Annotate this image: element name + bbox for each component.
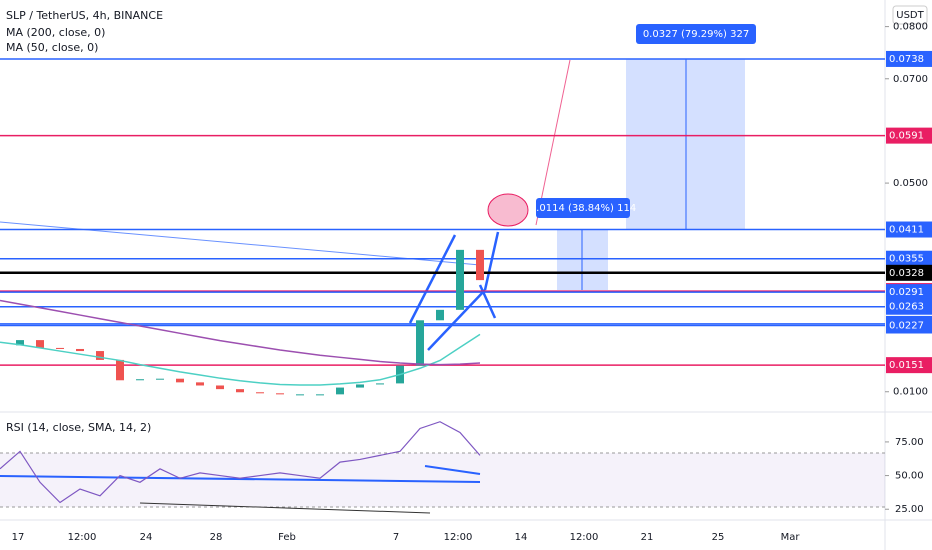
highlight (487, 193, 529, 227)
candle (436, 309, 444, 321)
level-tag (886, 50, 932, 67)
candle (296, 394, 304, 396)
level-tag (886, 250, 932, 267)
level-label: 0.0591 (889, 131, 924, 142)
candle (76, 348, 84, 352)
level-label: 0.0263 (889, 302, 924, 313)
candle (96, 351, 104, 360)
candle (16, 340, 24, 346)
candle (256, 392, 264, 394)
trend-line (424, 465, 481, 475)
candle (116, 359, 124, 381)
annotation-box (536, 198, 630, 218)
candle (196, 382, 204, 386)
pattern (408, 231, 500, 351)
level-tag (886, 284, 932, 301)
candle (36, 340, 44, 348)
candle (376, 383, 384, 385)
candle (176, 378, 184, 383)
candle (216, 385, 224, 390)
trend-line (139, 502, 431, 514)
y-tick-label: 0.0100 (893, 387, 928, 398)
x-tick-label: 28 (210, 532, 223, 543)
level-tag (886, 317, 932, 334)
candle (416, 320, 424, 366)
projection-arrow (535, 59, 571, 226)
moving-average (0, 333, 481, 386)
x-tick-label: 12:00 (444, 532, 473, 543)
level-label: 0.0738 (889, 54, 924, 65)
indicator-label: MA (200, close, 0) (6, 26, 105, 39)
x-tick-label: 25 (712, 532, 725, 543)
x-tick-label: Feb (278, 532, 296, 543)
rsi-band (0, 453, 885, 507)
rsi-tick-label: 25.00 (895, 504, 924, 515)
currency-box[interactable] (892, 5, 928, 25)
level-label: 0.0227 (889, 320, 924, 331)
level-label: 0.0328 (889, 268, 924, 279)
x-tick-label: 17 (12, 532, 25, 543)
candle (456, 249, 464, 310)
candle (356, 384, 364, 388)
annotation-box (636, 24, 756, 44)
x-tick-label: Mar (781, 532, 801, 543)
annotation: 0.0327 (79.29%) 327 (643, 29, 749, 40)
x-tick-label: 12:00 (570, 532, 599, 543)
chart-title: SLP / TetherUS, 4h, BINANCE (6, 9, 163, 22)
level-label: 0.0355 (889, 254, 924, 265)
rsi-line (0, 421, 481, 504)
y-tick-label: 0.0700 (893, 74, 928, 85)
x-tick-label: 21 (641, 532, 654, 543)
x-tick-label: 14 (515, 532, 528, 543)
rsi-tick-label: 75.00 (895, 437, 924, 448)
level-tag (886, 298, 932, 315)
level-label: 0.0151 (889, 360, 924, 371)
candle (336, 387, 344, 395)
level-tag (886, 357, 932, 374)
trend-line (0, 475, 481, 483)
level-tag (886, 127, 932, 144)
rsi-tick-label: 50.00 (895, 471, 924, 482)
y-tick-label: 0.0500 (893, 178, 928, 189)
moving-average (0, 299, 481, 366)
currency: USDT (896, 10, 924, 21)
x-tick-label: 7 (393, 532, 399, 543)
annotation: 0.0114 (38.84%) 114 (530, 203, 636, 214)
candle (276, 393, 284, 395)
indicator-label: MA (50, close, 0) (6, 41, 98, 54)
level-label: 0.0411 (889, 225, 924, 236)
candle (136, 379, 144, 381)
x-tick-label: 12:00 (68, 532, 97, 543)
x-tick-label: 24 (140, 532, 153, 543)
rsi-label: RSI (14, close, SMA, 14, 2) (6, 421, 151, 434)
candle (236, 389, 244, 393)
candle (316, 394, 324, 396)
level-tag (886, 221, 932, 238)
candle (476, 249, 484, 281)
candle (156, 378, 164, 380)
y-tick-label: 0.0800 (893, 22, 928, 33)
level-label: 0.0291 (889, 287, 924, 298)
candle (56, 347, 64, 349)
level-tag (886, 264, 932, 281)
